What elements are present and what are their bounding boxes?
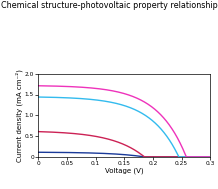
Text: Chemical structure-photovoltaic property relationship: Chemical structure-photovoltaic property… <box>1 1 217 10</box>
Y-axis label: Current density (mA cm⁻²): Current density (mA cm⁻²) <box>16 69 23 162</box>
X-axis label: Voltage (V): Voltage (V) <box>105 167 144 174</box>
